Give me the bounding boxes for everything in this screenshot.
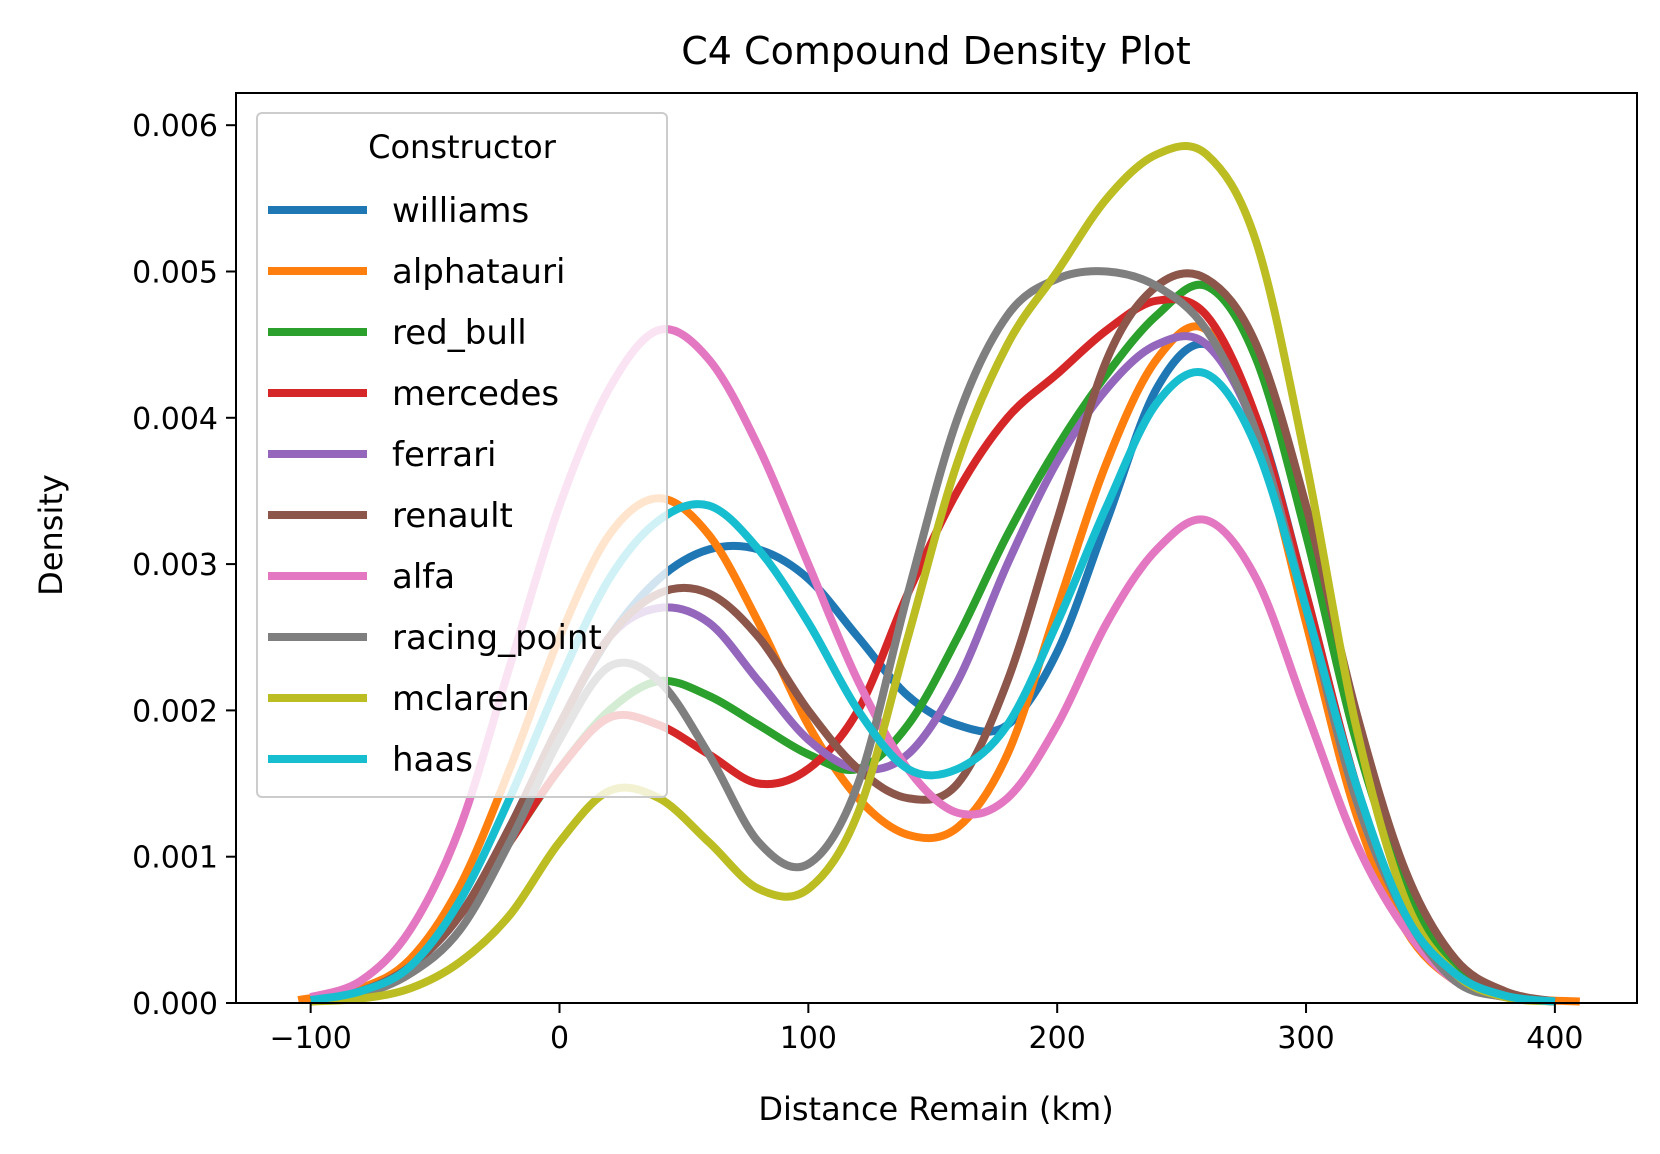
x-axis-label: Distance Remain (km) <box>758 1090 1113 1128</box>
y-tick-label: 0.006 <box>132 109 218 144</box>
x-axis: −100 0 100 200 300 400 <box>269 1003 1584 1056</box>
legend-label-alfa: alfa <box>392 557 455 597</box>
x-tick-label: 300 <box>1277 1021 1334 1056</box>
legend-label-renault: renault <box>392 496 513 536</box>
legend-label-mclaren: mclaren <box>392 679 530 719</box>
legend-label-ferrari: ferrari <box>392 435 497 475</box>
legend-label-haas: haas <box>392 740 473 780</box>
y-tick-label: 0.001 <box>132 841 218 876</box>
y-tick-label: 0.000 <box>132 987 218 1022</box>
y-axis: 0.000 0.001 0.002 0.003 0.004 0.005 0.006 <box>132 109 236 1022</box>
x-tick-label: 200 <box>1029 1021 1086 1056</box>
legend-box <box>256 112 668 798</box>
legend-label-alphatauri: alphatauri <box>392 252 565 292</box>
x-tick-label: 400 <box>1526 1021 1583 1056</box>
x-tick-label: −100 <box>269 1021 351 1056</box>
legend-label-red-bull: red_bull <box>392 313 527 353</box>
y-axis-label: Density <box>32 474 70 596</box>
x-tick-label: 100 <box>780 1021 837 1056</box>
legend-label-williams: williams <box>392 191 529 231</box>
y-tick-label: 0.003 <box>132 548 218 583</box>
y-tick-label: 0.002 <box>132 694 218 729</box>
y-tick-label: 0.004 <box>132 402 218 437</box>
legend-label-racing-point: racing_point <box>392 618 602 658</box>
legend: Constructor williams alphatauri red_bullmer… <box>256 112 668 798</box>
chart-title: C4 Compound Density Plot <box>681 29 1191 73</box>
legend-label-mercedes: mercedes <box>392 374 559 414</box>
series-line-mclaren <box>310 142 1556 1006</box>
plot-frame <box>235 92 1638 1004</box>
legend-title: Constructor <box>368 128 557 166</box>
x-tick-label: 0 <box>550 1021 569 1056</box>
y-tick-label: 0.005 <box>132 255 218 290</box>
